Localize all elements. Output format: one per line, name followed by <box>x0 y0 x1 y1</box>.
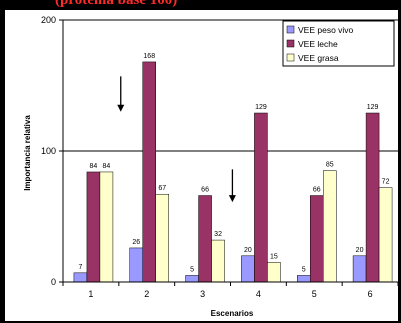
bar <box>185 275 199 283</box>
x-tick-label: 1 <box>88 289 93 299</box>
axes: 0 100 200 1 2 3 4 5 6 <box>41 15 399 299</box>
bar <box>267 262 281 283</box>
gridlines <box>63 19 398 152</box>
data-label: 84 <box>103 163 111 170</box>
x-tick-label: 5 <box>312 289 317 299</box>
data-label: 67 <box>158 185 166 192</box>
chart-title: (proteína base 100) <box>55 0 177 8</box>
legend-entry: VEE peso vivo <box>298 25 354 35</box>
bars <box>73 61 393 283</box>
annotations <box>117 76 236 203</box>
data-label: 20 <box>356 247 364 254</box>
data-label: 26 <box>132 239 140 246</box>
bar <box>73 272 88 283</box>
data-label: 5 <box>302 266 306 273</box>
data-label: 66 <box>313 187 321 194</box>
data-label: 85 <box>326 162 334 169</box>
y-tick-label: 0 <box>51 277 56 287</box>
x-tick-label: 2 <box>144 289 149 299</box>
legend-entry: VEE leche <box>298 39 338 49</box>
arrow-head-icon <box>117 104 125 112</box>
bar <box>352 255 367 283</box>
bar <box>241 255 255 283</box>
y-tick-label: 100 <box>41 146 56 156</box>
data-label: 7 <box>78 264 82 271</box>
bar <box>86 171 101 283</box>
bar <box>155 193 169 283</box>
data-label: 129 <box>367 104 379 111</box>
data-label: 5 <box>190 266 194 273</box>
legend-swatch <box>286 25 295 34</box>
y-axis-title: Importancia relativa <box>23 115 32 191</box>
bar <box>378 187 393 283</box>
bar <box>323 170 337 283</box>
x-tick-label: 6 <box>368 289 373 299</box>
arrow-head-icon <box>228 195 236 203</box>
legend-swatch <box>286 53 295 62</box>
x-tick-label: 3 <box>200 289 205 299</box>
data-label: 129 <box>255 104 267 111</box>
bar <box>198 195 212 283</box>
data-label: 84 <box>90 163 98 170</box>
bar <box>129 247 143 283</box>
legend-box <box>282 20 395 67</box>
data-label: 15 <box>270 253 278 260</box>
data-label: 20 <box>244 247 252 254</box>
bar <box>142 61 156 283</box>
legend-entry: VEE grasa <box>298 53 339 63</box>
bar <box>310 195 324 283</box>
legend-swatch <box>286 39 295 48</box>
bar <box>297 275 311 283</box>
data-label: 66 <box>201 187 209 194</box>
bar <box>99 171 114 283</box>
bar <box>211 239 225 283</box>
legend: VEE peso vivo VEE leche VEE grasa <box>282 20 395 67</box>
y-tick-label: 200 <box>41 15 56 25</box>
data-labels: 7 26 5 20 5 20 84 168 66 129 66 129 84 67 32 15 85 72 <box>78 53 389 274</box>
data-label: 32 <box>214 231 222 238</box>
data-label: 168 <box>143 53 155 60</box>
x-axis-title: Escenarios <box>211 309 254 318</box>
bar <box>254 112 268 283</box>
data-label: 72 <box>382 179 390 186</box>
x-tick-label: 4 <box>256 289 261 299</box>
bar <box>365 112 380 283</box>
